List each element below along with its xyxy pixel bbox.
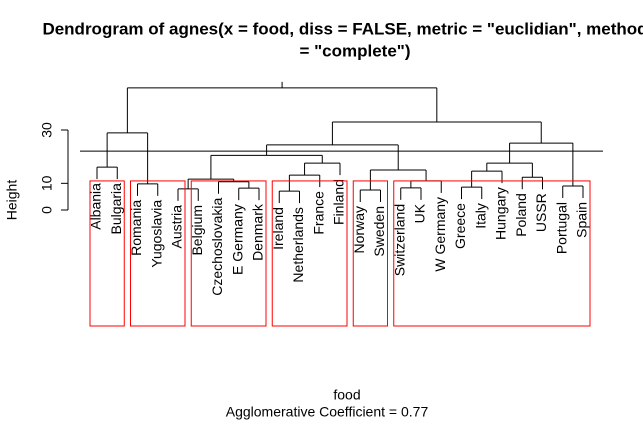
leaf-label: Italy xyxy=(472,203,488,229)
y-tick-label: 30 xyxy=(39,122,55,138)
cluster-rect xyxy=(190,180,267,327)
cluster-rect xyxy=(130,180,186,327)
leaf-label: Spain xyxy=(574,202,590,238)
leaf-label: Portugal xyxy=(553,202,569,254)
leaf-label: Austria xyxy=(169,205,185,249)
leaf-label: E Germany xyxy=(229,204,245,275)
leaf-label: UK xyxy=(412,203,428,223)
y-tick-label: 0 xyxy=(39,206,55,214)
chart-title: Dendrogram of agnes(x = food, diss = FAL… xyxy=(42,19,643,38)
leaf-label: France xyxy=(310,191,326,235)
leaf-label: USSR xyxy=(533,193,549,232)
leaf-label: Ireland xyxy=(270,207,286,250)
leaf-label: Belgium xyxy=(189,205,205,256)
leaf-label: Yugoslavia xyxy=(148,200,164,268)
leaf-label: Romania xyxy=(128,200,144,256)
cluster-rect xyxy=(393,180,591,327)
leaf-label: Finland xyxy=(331,179,347,225)
cluster-rect xyxy=(352,180,388,327)
leaf-label: Denmark xyxy=(250,203,266,261)
y-axis-label: Height xyxy=(4,180,20,221)
chart-title-line2: = "complete") xyxy=(299,41,410,60)
leaf-label: Poland xyxy=(513,193,529,237)
cluster-rect xyxy=(89,180,125,327)
leaf-label: Czechoslovakia xyxy=(209,198,225,296)
leaf-label: Norway xyxy=(351,206,367,253)
cluster-rect xyxy=(271,180,348,327)
leaf-label: Greece xyxy=(452,203,468,249)
subtitle: Agglomerative Coefficient = 0.77 xyxy=(226,404,429,420)
leaf-label: Hungary xyxy=(493,187,509,240)
leaf-label: Albania xyxy=(88,183,104,230)
leaf-label: Sweden xyxy=(371,206,387,257)
leaf-label: Bulgaria xyxy=(108,183,124,235)
y-tick-label: 10 xyxy=(39,175,55,191)
leaf-label: Switzerland xyxy=(391,204,407,276)
leaf-label: W Germany xyxy=(432,197,448,272)
x-axis-label: food xyxy=(333,387,360,403)
leaf-label: Netherlands xyxy=(290,207,306,282)
